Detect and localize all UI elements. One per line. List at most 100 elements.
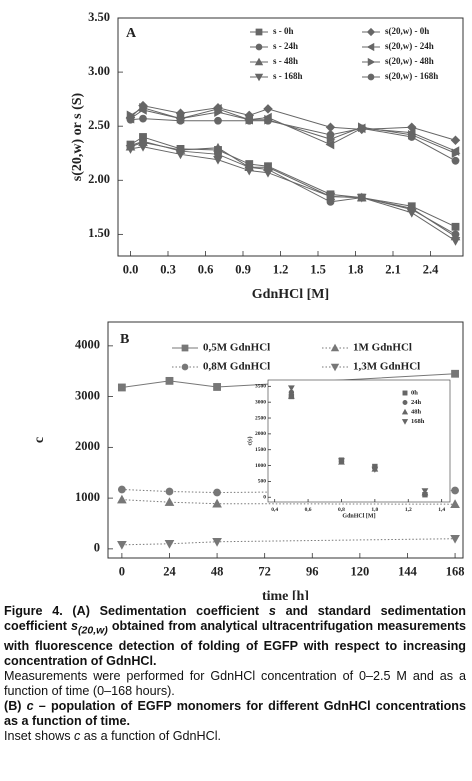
panel-label: B bbox=[120, 332, 129, 347]
marker bbox=[450, 534, 460, 544]
y-axis-label: s(20,w) or s (S) bbox=[70, 92, 85, 181]
marker bbox=[451, 148, 461, 159]
marker bbox=[451, 486, 459, 495]
marker bbox=[451, 222, 460, 231]
y-tick-label: 3.00 bbox=[88, 64, 110, 78]
legend-label: s(20,w) - 24h bbox=[385, 41, 434, 51]
series-line bbox=[130, 136, 456, 228]
y-axis-label: c(s) bbox=[246, 437, 253, 446]
x-axis-label: time [h] bbox=[262, 589, 309, 600]
caption: Figure 4. (A) Sedimentation coefficient … bbox=[4, 604, 466, 744]
marker bbox=[263, 168, 273, 178]
legend-marker bbox=[181, 363, 189, 371]
x-axis-label: GdnHCl [M] bbox=[342, 513, 375, 519]
x-tick-label: 0.6 bbox=[198, 262, 214, 276]
series-line bbox=[130, 141, 456, 237]
caption-paragraph: (B) c – population of EGFP monomers for … bbox=[4, 699, 466, 729]
caption-symbol: c bbox=[26, 698, 34, 713]
y-tick-label: 2500 bbox=[255, 415, 266, 421]
x-tick-label: 1.8 bbox=[348, 262, 364, 276]
marker bbox=[451, 369, 459, 378]
caption-text: Figure 4. (A) Sedimentation coefficient bbox=[4, 604, 269, 618]
x-tick-label: 0,6 bbox=[305, 507, 312, 513]
legend-marker bbox=[330, 363, 340, 372]
y-tick-label: 3500 bbox=[255, 384, 266, 390]
x-tick-label: 96 bbox=[306, 564, 319, 578]
legend-marker bbox=[181, 344, 189, 352]
marker bbox=[164, 540, 175, 549]
marker bbox=[421, 488, 429, 495]
series-line bbox=[130, 118, 456, 162]
legend-label: 48h bbox=[411, 408, 422, 415]
x-tick-label: 144 bbox=[398, 564, 418, 578]
legend-label: 0,5M GdnHCl bbox=[203, 342, 270, 354]
y-tick-label: 2000 bbox=[75, 439, 100, 453]
marker bbox=[138, 142, 148, 152]
x-tick-label: 1.5 bbox=[310, 262, 326, 276]
caption-symbol: s bbox=[71, 619, 79, 633]
x-tick-label: 0.9 bbox=[235, 262, 251, 276]
legend-marker bbox=[401, 408, 409, 415]
y-tick-label: 3000 bbox=[75, 388, 100, 402]
y-tick-label: 1000 bbox=[255, 463, 266, 469]
marker bbox=[450, 135, 461, 145]
marker bbox=[263, 104, 273, 114]
x-tick-label: 0,8 bbox=[338, 507, 345, 513]
caption-text: and standard sedimentation coefficient bbox=[4, 604, 466, 633]
legend-label: s(20,w) - 168h bbox=[385, 71, 438, 81]
marker bbox=[139, 102, 148, 113]
marker bbox=[213, 488, 221, 497]
y-tick-label: 2.00 bbox=[88, 172, 110, 186]
legend-marker bbox=[367, 57, 376, 67]
marker bbox=[325, 139, 335, 150]
marker bbox=[165, 487, 174, 496]
marker bbox=[175, 150, 186, 160]
x-tick-label: 0.0 bbox=[123, 262, 139, 276]
series-line bbox=[121, 538, 456, 546]
marker bbox=[264, 116, 272, 125]
legend-marker bbox=[255, 43, 263, 51]
marker bbox=[125, 145, 136, 154]
legend-label: s - 168h bbox=[273, 71, 303, 81]
marker bbox=[117, 383, 126, 392]
marker bbox=[117, 541, 127, 550]
marker bbox=[326, 130, 335, 139]
y-tick-label: 1500 bbox=[255, 447, 266, 453]
marker bbox=[213, 142, 223, 152]
marker bbox=[139, 114, 147, 123]
legend-label: s - 48h bbox=[273, 56, 298, 66]
caption-paragraph: Inset shows c as a function of GdnHCl. bbox=[4, 729, 466, 744]
legend-marker bbox=[366, 42, 375, 52]
figure: 0.0 0.3 0.6 0.9 1.2 1.5 1.8 2.1 2.4 1.50 2.00 2.50 3… bbox=[32, 10, 465, 600]
legend-label: s - 24h bbox=[273, 41, 298, 51]
panel-label: A bbox=[126, 26, 137, 41]
y-tick-label: 0 bbox=[94, 541, 100, 555]
y-tick-label: 3000 bbox=[255, 399, 266, 405]
marker bbox=[244, 166, 255, 176]
marker bbox=[214, 107, 223, 117]
x-tick-label: 0,4 bbox=[271, 507, 278, 513]
legend-marker bbox=[367, 73, 375, 81]
marker bbox=[117, 494, 127, 504]
legend-marker bbox=[254, 57, 264, 66]
legend-marker bbox=[254, 73, 264, 82]
x-tick-label: 0.3 bbox=[160, 262, 176, 276]
marker bbox=[212, 538, 222, 547]
caption-text: Measurements were performed for GdnHCl c… bbox=[4, 668, 466, 698]
x-tick-label: 1,4 bbox=[438, 507, 445, 513]
legend-marker bbox=[402, 390, 408, 396]
legend-label: 0,8M GdnHCl bbox=[203, 361, 270, 373]
caption-text: – population of EGFP monomers for differ… bbox=[4, 698, 467, 728]
legend-marker bbox=[402, 400, 408, 405]
x-tick-label: 0 bbox=[119, 564, 125, 578]
y-tick-label: 500 bbox=[258, 479, 267, 485]
series-line bbox=[130, 105, 456, 141]
y-tick-label: 1.50 bbox=[88, 226, 110, 240]
series-line bbox=[130, 146, 456, 242]
legend-marker bbox=[255, 28, 263, 36]
legend-label: 0h bbox=[411, 389, 418, 396]
marker bbox=[407, 133, 416, 141]
marker bbox=[371, 466, 379, 473]
x-tick-label: 1,2 bbox=[405, 507, 412, 513]
x-tick-label: 168 bbox=[446, 564, 465, 578]
